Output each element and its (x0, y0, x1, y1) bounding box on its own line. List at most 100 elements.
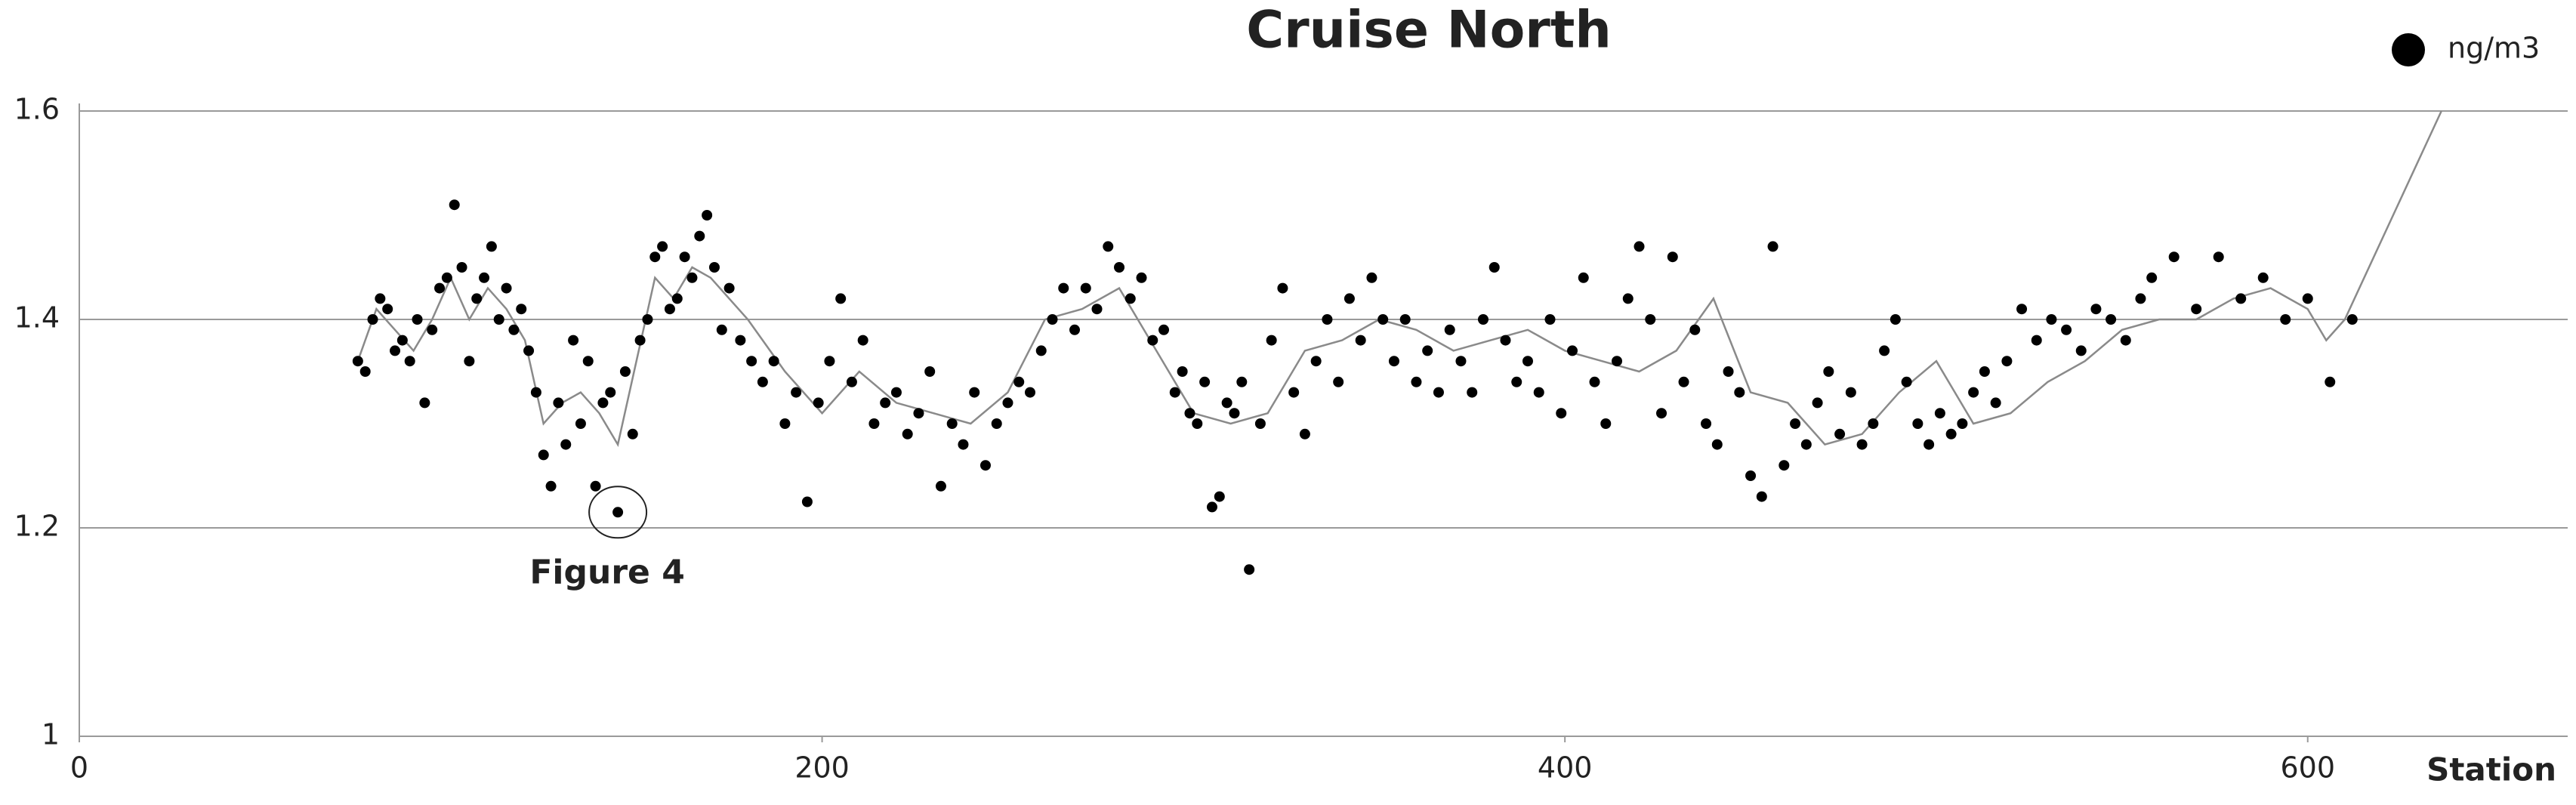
data-point (642, 314, 653, 325)
data-point (1612, 356, 1623, 367)
data-point (1589, 376, 1600, 387)
data-point (1979, 366, 1990, 377)
y-tick-label: 1 (42, 718, 60, 751)
data-point (1812, 397, 1823, 409)
data-point (1901, 376, 1912, 387)
data-point (479, 272, 490, 283)
data-point (2016, 304, 2028, 315)
data-point (1477, 314, 1489, 325)
data-point (801, 496, 813, 507)
data-point (1968, 387, 1979, 398)
data-point (1069, 324, 1080, 335)
data-point (1266, 335, 1277, 346)
data-point (1024, 387, 1035, 398)
data-point (597, 397, 609, 409)
data-point (1388, 356, 1399, 367)
chart-title: Cruise North (1246, 1, 1612, 60)
data-point (1634, 241, 1645, 252)
data-point (1136, 272, 1147, 283)
data-point (969, 387, 980, 398)
data-point (1422, 345, 1433, 356)
data-point (779, 418, 791, 429)
data-point (1035, 345, 1047, 356)
data-point (1013, 376, 1025, 387)
data-point (1333, 376, 1344, 387)
data-point (2168, 251, 2180, 263)
data-point (1114, 262, 1125, 273)
data-point (1790, 418, 1801, 429)
data-point (1711, 439, 1723, 450)
data-point (1080, 282, 1091, 294)
data-point (1299, 428, 1310, 440)
data-point (1834, 428, 1846, 440)
data-point (2346, 314, 2358, 325)
data-point (1856, 439, 1868, 450)
data-point (2325, 376, 2336, 387)
data-point (1678, 376, 1689, 387)
data-point (2106, 314, 2117, 325)
data-point (1500, 335, 1511, 346)
data-point (1366, 272, 1377, 283)
data-point (553, 397, 564, 409)
data-point (649, 251, 661, 263)
data-point (1767, 241, 1779, 252)
data-point (1047, 314, 1058, 325)
data-point (2280, 314, 2291, 325)
data-point (1645, 314, 1656, 325)
annotation-circle (588, 486, 648, 539)
data-point (2302, 293, 2313, 304)
data-point (412, 314, 423, 325)
data-point (1124, 293, 1136, 304)
data-point (634, 335, 646, 346)
data-point (1567, 345, 1578, 356)
data-point (575, 418, 586, 429)
data-point (1310, 356, 1322, 367)
x-tick-label: 600 (2280, 751, 2335, 785)
data-point (880, 397, 891, 409)
y-tick-label: 1.4 (14, 301, 60, 335)
data-point (390, 345, 401, 356)
data-point (913, 408, 924, 419)
data-point (702, 210, 713, 221)
data-point (1779, 460, 1790, 471)
data-point (367, 314, 378, 325)
data-point (1002, 397, 1013, 409)
data-point (1214, 491, 1225, 502)
data-point (1192, 418, 1203, 429)
data-point (716, 324, 727, 335)
data-point (1229, 408, 1240, 419)
data-point (419, 397, 430, 409)
annotation-text: Figure 4 (529, 553, 684, 591)
data-point (501, 282, 512, 294)
data-point (694, 230, 705, 242)
data-point (2001, 356, 2013, 367)
data-point (2191, 304, 2202, 315)
data-point (352, 356, 363, 367)
data-point (619, 366, 631, 377)
data-point (979, 460, 991, 471)
data-point (2120, 335, 2131, 346)
data-point (1723, 366, 1734, 377)
data-point (568, 335, 579, 346)
data-point (530, 387, 541, 398)
data-point (657, 241, 668, 252)
data-point (359, 366, 371, 377)
data-point (1444, 324, 1455, 335)
data-point (1254, 418, 1266, 429)
data-point (538, 449, 549, 461)
data-point (768, 356, 779, 367)
data-point (1322, 314, 1333, 325)
data-point (846, 376, 857, 387)
data-point (824, 356, 835, 367)
data-point (991, 418, 1002, 429)
data-point (958, 439, 969, 450)
data-point (508, 324, 520, 335)
data-point (382, 304, 393, 315)
data-point (723, 282, 735, 294)
data-point (857, 335, 868, 346)
data-point (582, 356, 594, 367)
data-point (1467, 387, 1478, 398)
data-point (1277, 282, 1288, 294)
data-point (1544, 314, 1556, 325)
